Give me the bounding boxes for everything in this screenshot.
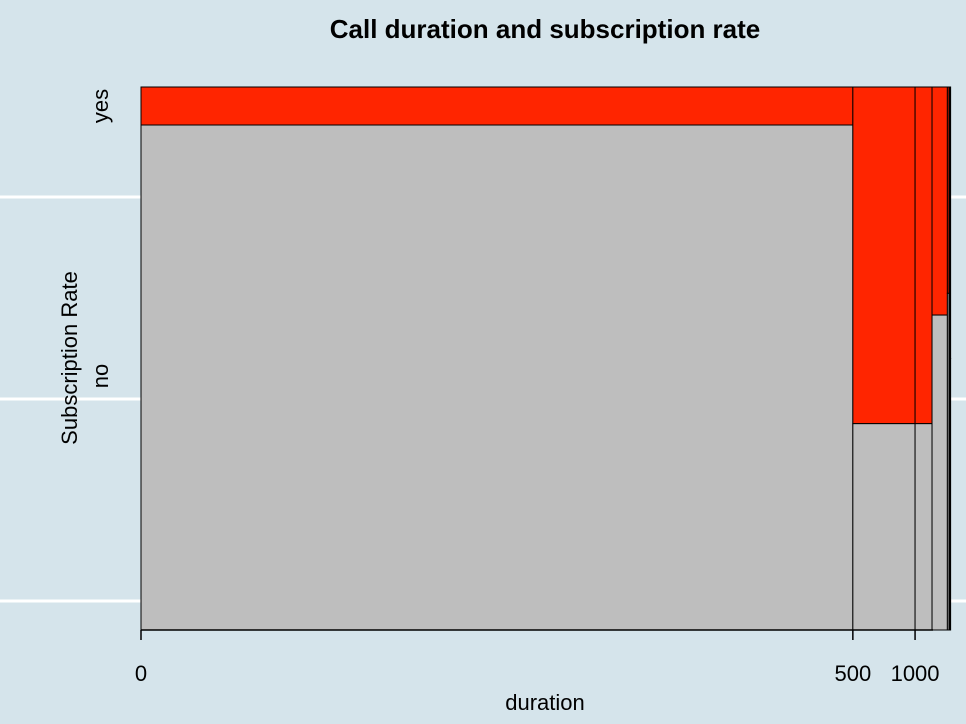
tile-no-2 bbox=[914, 423, 933, 631]
tile-no-6 bbox=[949, 358, 952, 631]
tile-yes-0 bbox=[140, 86, 854, 126]
chart-title: Call duration and subscription rate bbox=[330, 14, 761, 44]
tile-no-0 bbox=[140, 124, 854, 631]
tile-yes-6 bbox=[949, 86, 952, 359]
tile-no-1 bbox=[852, 423, 916, 631]
y-category-yes: yes bbox=[88, 89, 113, 123]
y-category-no: no bbox=[88, 364, 113, 388]
y-axis-label: Subscription Rate bbox=[57, 271, 82, 445]
x-axis: 0 500 1000 bbox=[135, 629, 940, 686]
tile-yes-2 bbox=[914, 86, 933, 425]
x-axis-label: duration bbox=[505, 690, 585, 715]
x-tick-label: 0 bbox=[135, 661, 147, 686]
x-tick-label: 1000 bbox=[891, 661, 940, 686]
mosaic-tiles bbox=[140, 86, 952, 631]
x-tick-label: 500 bbox=[834, 661, 871, 686]
tile-yes-1 bbox=[852, 86, 916, 425]
tile-no-3 bbox=[931, 314, 948, 631]
tile-yes-3 bbox=[931, 86, 948, 316]
